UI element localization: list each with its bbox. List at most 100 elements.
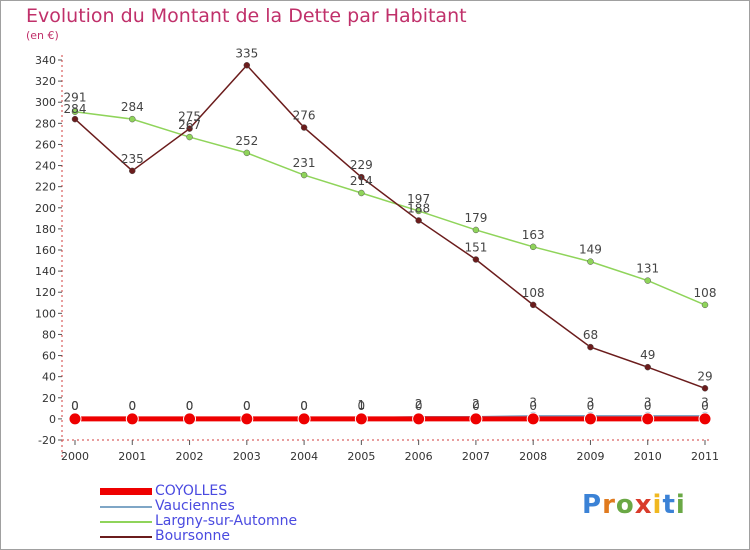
y-tick-label: 340	[35, 54, 56, 67]
x-tick-label: 2009	[576, 450, 604, 463]
data-point	[469, 412, 483, 426]
logo-letter: P	[582, 490, 603, 520]
data-point	[183, 412, 197, 426]
data-point	[300, 171, 308, 179]
data-label: 149	[579, 243, 602, 257]
x-tick-label: 2004	[290, 450, 318, 463]
data-label: 231	[293, 156, 316, 170]
logo-letter: o	[615, 490, 635, 520]
legend-item-largny: Largny-sur-Automne	[100, 514, 360, 529]
data-label: 0	[128, 399, 136, 413]
y-tick-label: 300	[35, 96, 56, 109]
data-point	[644, 277, 651, 284]
data-point	[243, 62, 251, 69]
x-tick-label: 2000	[61, 450, 89, 463]
data-label: 335	[235, 46, 258, 60]
legend-swatch-boursonne	[100, 536, 152, 538]
legend-swatch-coyolles	[100, 488, 152, 495]
data-point	[698, 412, 712, 426]
data-point	[415, 217, 422, 224]
chart-legend: COYOLLES Vauciennes Largny-sur-Automne B…	[100, 484, 360, 544]
data-point	[243, 149, 251, 157]
x-tick-label: 2001	[118, 450, 146, 463]
data-label: 235	[121, 152, 144, 166]
y-tick-label: 320	[35, 75, 56, 88]
data-label: 0	[415, 399, 423, 413]
data-point	[71, 115, 79, 123]
logo-letter: r	[602, 490, 616, 520]
data-label: 0	[472, 399, 480, 413]
data-point	[412, 412, 426, 426]
data-point	[583, 412, 597, 426]
legend-item-boursonne: Boursonne	[100, 529, 360, 544]
y-tick-label: 240	[35, 160, 56, 173]
y-tick-label: 200	[35, 202, 56, 215]
legend-swatch-largny	[100, 521, 152, 523]
y-tick-label: 160	[35, 244, 56, 257]
y-tick-label: 140	[35, 265, 56, 278]
data-label: 252	[235, 134, 258, 148]
x-tick-label: 2007	[462, 450, 490, 463]
data-point	[529, 243, 537, 251]
chart-unit-label: (en €)	[26, 29, 59, 42]
data-point	[587, 258, 594, 265]
legend-label-boursonne: Boursonne	[155, 528, 231, 544]
data-label: 0	[71, 399, 79, 413]
x-tick-label: 2008	[519, 450, 547, 463]
legend-item-vauciennes: Vauciennes	[100, 499, 360, 514]
chart-title: Evolution du Montant de la Dette par Hab…	[26, 5, 467, 27]
data-label: 0	[701, 399, 709, 413]
legend-label-largny: Largny-sur-Automne	[155, 513, 298, 529]
data-label: 0	[300, 399, 308, 413]
data-label: 276	[293, 109, 316, 123]
data-point	[297, 412, 311, 426]
data-label: 0	[186, 399, 194, 413]
data-point	[529, 301, 537, 309]
data-label: 68	[583, 328, 598, 342]
data-point	[472, 226, 480, 234]
data-point	[125, 412, 139, 426]
logo-letter: i	[652, 490, 663, 520]
x-tick-label: 2011	[691, 450, 719, 463]
data-label: 1	[358, 398, 366, 412]
data-label: 0	[186, 399, 194, 413]
data-point	[71, 108, 79, 115]
y-tick-label: 60	[42, 350, 56, 363]
data-point	[472, 256, 480, 263]
data-label: 0	[644, 399, 652, 413]
data-label: 3	[701, 396, 709, 410]
legend-swatch-vauciennes	[100, 506, 152, 508]
data-point	[358, 189, 365, 197]
data-point	[701, 385, 709, 392]
data-label: 49	[640, 348, 655, 362]
data-point	[644, 363, 651, 371]
data-label: 179	[464, 211, 487, 225]
x-tick-label: 2005	[347, 450, 375, 463]
data-label: 0	[128, 399, 136, 413]
data-point	[186, 125, 193, 132]
data-point	[240, 412, 254, 426]
data-label: 0	[71, 399, 79, 413]
y-tick-label: 220	[35, 181, 56, 194]
logo-letter: t	[662, 490, 676, 520]
data-label: 275	[178, 110, 201, 124]
data-label: 131	[636, 262, 659, 276]
y-tick-label: 20	[42, 392, 56, 405]
series-line-largny-sur-automne	[74, 110, 706, 306]
data-label: 0	[358, 399, 366, 413]
data-point	[186, 133, 193, 141]
data-label: 267	[178, 118, 201, 132]
data-label: 284	[64, 102, 87, 116]
data-point	[300, 124, 308, 131]
data-label: 108	[522, 286, 545, 300]
y-tick-label: -20	[38, 434, 56, 447]
data-label: 188	[407, 201, 430, 215]
data-point	[526, 412, 540, 426]
data-label: 197	[407, 192, 430, 206]
legend-label-coyolles: COYOLLES	[155, 483, 228, 499]
x-tick-label: 2002	[176, 450, 204, 463]
data-label: 108	[694, 286, 717, 300]
y-tick-label: 0	[49, 413, 56, 426]
data-label: 151	[464, 241, 487, 255]
data-point	[68, 412, 82, 426]
